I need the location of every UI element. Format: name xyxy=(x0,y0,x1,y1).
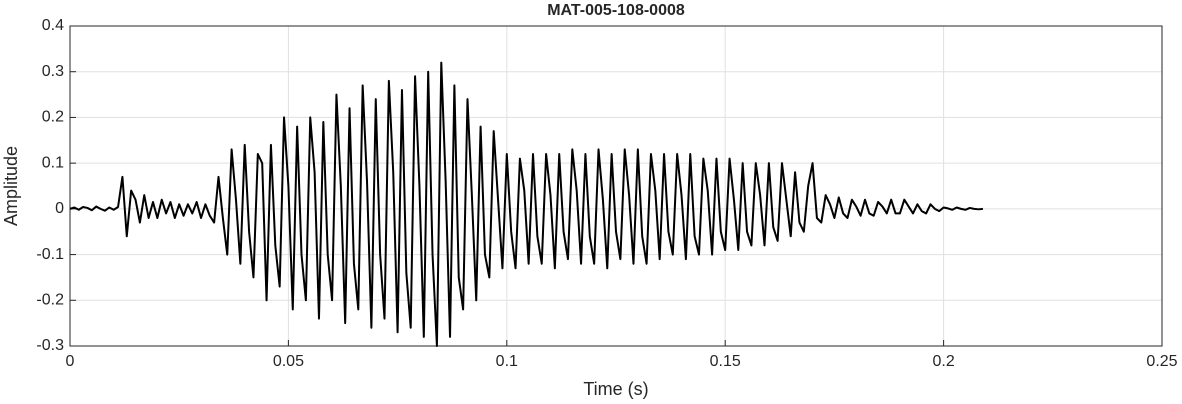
y-tick-label: -0.3 xyxy=(36,337,64,354)
x-axis-label: Time (s) xyxy=(583,379,648,399)
x-tick-label: 0.1 xyxy=(496,353,518,370)
y-tick-label: 0.3 xyxy=(42,63,64,80)
y-tick-label: 0 xyxy=(55,200,64,217)
plot-frame xyxy=(69,25,1163,347)
y-axis-label: Amplitude xyxy=(1,146,21,226)
waveform-line xyxy=(69,61,984,347)
y-tick-label: -0.2 xyxy=(36,292,64,309)
y-tick-label: 0.1 xyxy=(42,154,64,171)
x-tick-label: 0.2 xyxy=(932,353,954,370)
x-tick-label: 0 xyxy=(66,353,75,370)
y-tick-label: 0.2 xyxy=(42,109,64,126)
x-tick-label: 0.05 xyxy=(273,353,304,370)
x-tick-label: 0.25 xyxy=(1146,353,1177,370)
y-tick-label: -0.1 xyxy=(36,246,64,263)
chart-title: MAT-005-108-0008 xyxy=(547,2,685,19)
y-tick-label: 0.4 xyxy=(42,17,64,34)
x-tick-label: 0.15 xyxy=(710,353,741,370)
